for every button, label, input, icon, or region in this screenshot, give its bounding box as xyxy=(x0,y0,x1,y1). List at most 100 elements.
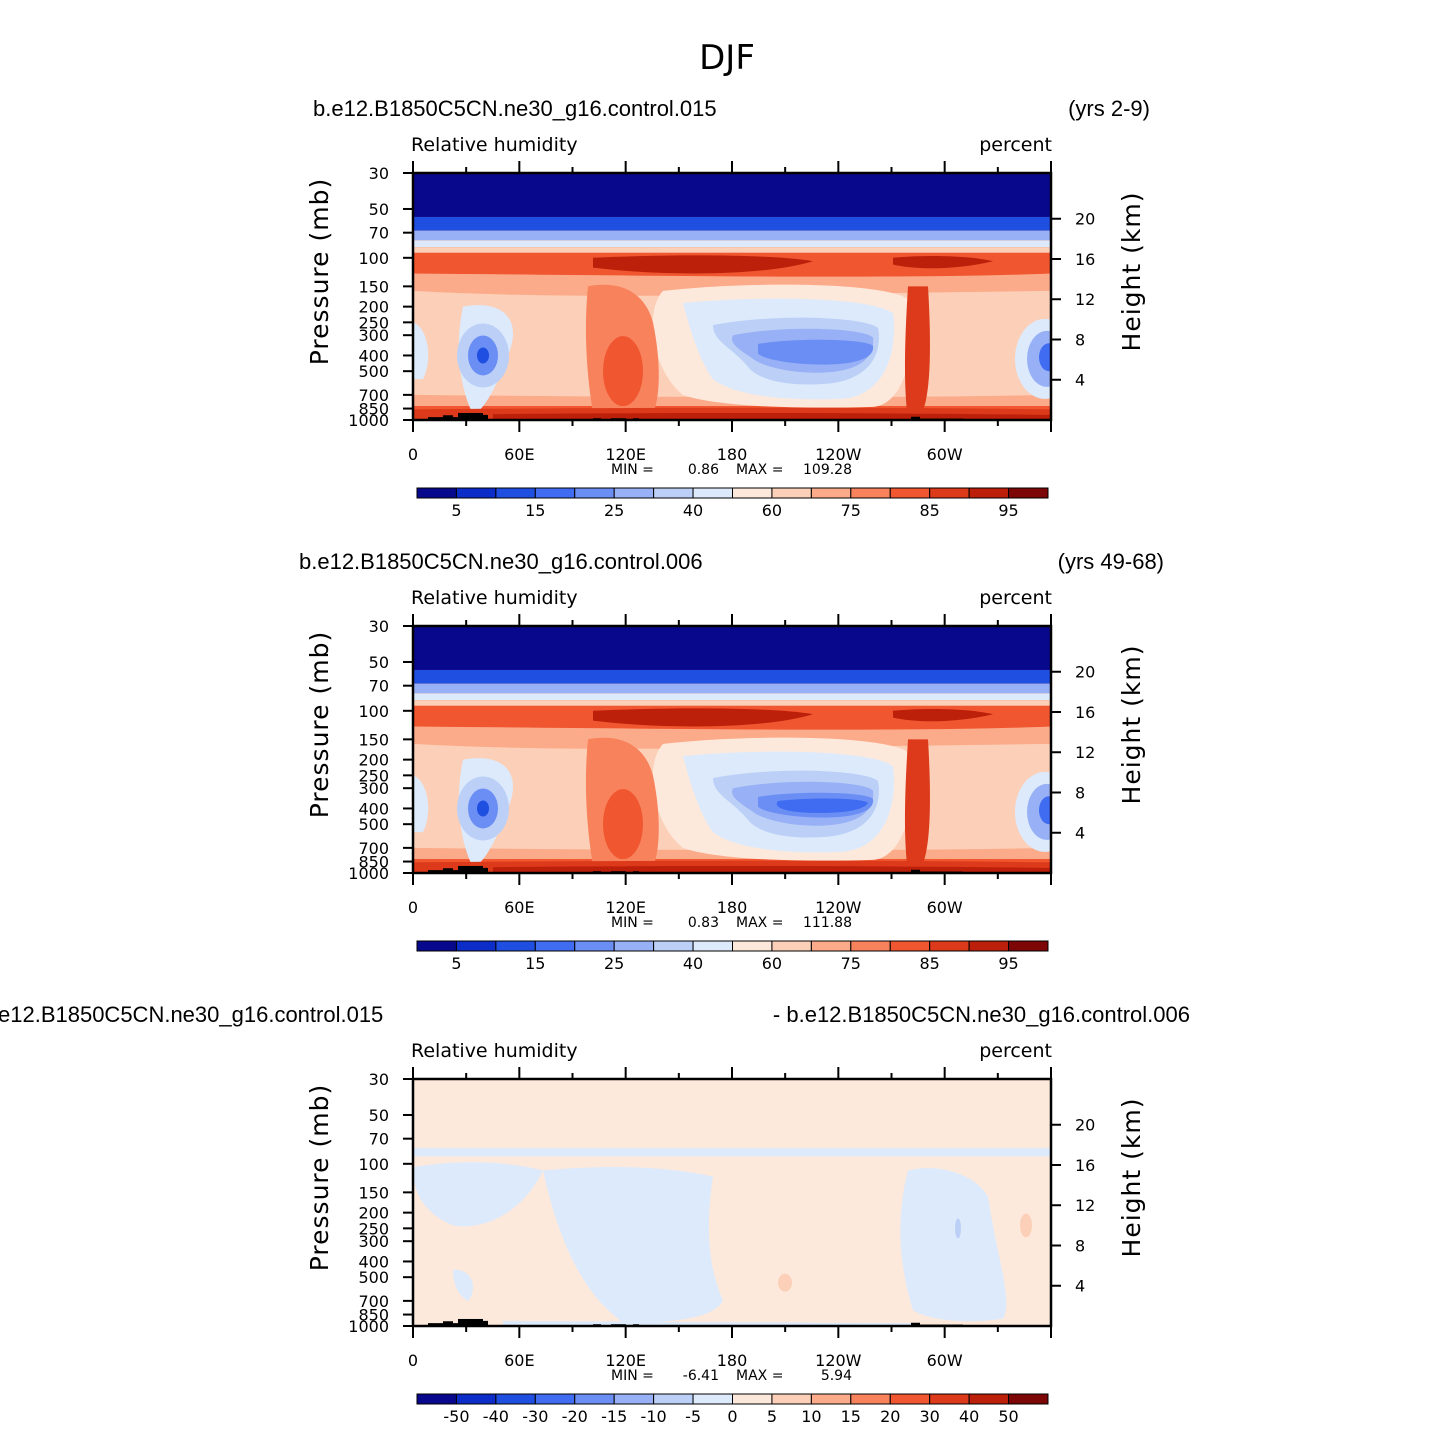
colorbar-label: 0 xyxy=(727,1407,737,1426)
colorbar-swatch xyxy=(416,487,457,499)
case-label-right: (yrs 49-68) xyxy=(1058,549,1164,574)
y-axis-label-right: Height (km) xyxy=(1117,192,1146,352)
colorbar-label: 60 xyxy=(762,501,782,520)
height-tick-label: 8 xyxy=(1075,783,1085,802)
lon-tick-label: 180 xyxy=(717,445,748,464)
pressure-tick-label: 70 xyxy=(369,677,389,696)
colorbar-label: -15 xyxy=(601,1407,627,1426)
units-label: percent xyxy=(979,134,1052,156)
pressure-tick-label: 500 xyxy=(358,362,389,381)
units-label: percent xyxy=(979,1040,1052,1062)
min-label: MIN = xyxy=(611,915,654,931)
height-tick-label: 8 xyxy=(1075,1236,1085,1255)
max-value: 111.88 xyxy=(803,915,852,931)
topography-mask xyxy=(443,1321,453,1326)
variable-label: Relative humidity xyxy=(411,134,578,156)
y-axis-label-left: Pressure (mb) xyxy=(305,631,334,818)
case-label-left: b.e12.B1850C5CN.ne30_g16.control.006 xyxy=(299,549,703,574)
colorbar-label: 40 xyxy=(683,501,703,520)
colorbar: -50 -40 -30 -20 -15 -10 -5 0 5 10 15 20 30 40 50 xyxy=(416,1393,1049,1426)
contour-fill xyxy=(1020,1213,1032,1238)
contour-fill xyxy=(955,1218,961,1239)
colorbar-swatch xyxy=(1008,940,1049,952)
colorbar-swatch xyxy=(929,940,970,952)
colorbar-label: 5 xyxy=(451,501,461,520)
lon-tick-label: 120W xyxy=(815,898,862,917)
pressure-tick-label: 50 xyxy=(369,653,389,672)
contour-fill xyxy=(413,700,1051,706)
colorbar-label: 40 xyxy=(959,1407,979,1426)
pressure-tick-label: 50 xyxy=(369,200,389,219)
figure-title: DJF xyxy=(699,38,755,78)
colorbar-label: 85 xyxy=(920,501,940,520)
colorbar-swatch xyxy=(968,940,1010,952)
pressure-tick-label: 1000 xyxy=(348,864,389,883)
case-label-right: (yrs 2-9) xyxy=(1068,96,1150,121)
max-label: MAX = xyxy=(736,915,783,931)
colorbar-swatch xyxy=(732,1393,773,1405)
topography-mask xyxy=(458,412,483,420)
contour-fill xyxy=(413,173,1051,217)
lon-tick-label: 120W xyxy=(815,1351,862,1370)
contour-fill xyxy=(900,1168,1007,1322)
topography-mask xyxy=(443,868,453,873)
y-axis-label-right: Height (km) xyxy=(1117,1098,1146,1258)
contour-fill xyxy=(413,683,1051,694)
contour-fill xyxy=(758,339,874,365)
colorbar-swatch xyxy=(613,940,655,952)
pressure-tick-label: 250 xyxy=(358,313,389,332)
topography-mask xyxy=(483,867,488,873)
height-tick-label: 16 xyxy=(1075,1156,1095,1175)
colorbar-swatch xyxy=(653,1393,694,1405)
contour-fill xyxy=(413,322,429,380)
min-value: 0.86 xyxy=(688,462,719,478)
colorbar-swatch xyxy=(850,487,891,499)
pressure-tick-label: 400 xyxy=(358,799,389,818)
lon-tick-label: 60E xyxy=(504,898,534,917)
y-axis-label-left: Pressure (mb) xyxy=(305,178,334,365)
colorbar-swatch xyxy=(613,1393,655,1405)
topography-mask xyxy=(443,415,453,420)
pressure-tick-label: 300 xyxy=(358,326,389,345)
variable-label: Relative humidity xyxy=(411,587,578,609)
colorbar-swatch xyxy=(692,1393,733,1405)
max-label: MAX = xyxy=(736,1368,783,1384)
pressure-tick-label: 200 xyxy=(358,1204,389,1223)
contour-fill xyxy=(413,216,1051,231)
colorbar-swatch xyxy=(534,487,576,499)
colorbar-swatch xyxy=(574,487,615,499)
contour-fill xyxy=(904,739,930,873)
colorbar-label: 15 xyxy=(525,501,545,520)
pressure-tick-label: 250 xyxy=(358,766,389,785)
colorbar-swatch xyxy=(771,940,812,952)
height-tick-label: 20 xyxy=(1075,663,1095,682)
colorbar-swatch xyxy=(968,487,1010,499)
lon-tick-label: 120E xyxy=(605,1351,646,1370)
colorbar-swatch xyxy=(929,1393,970,1405)
min-value: -6.41 xyxy=(683,1368,719,1384)
colorbar-label: 85 xyxy=(920,954,940,973)
colorbar-swatch xyxy=(574,940,615,952)
units-label: percent xyxy=(979,587,1052,609)
height-tick-label: 12 xyxy=(1075,1196,1095,1215)
contour-fill xyxy=(413,247,1051,253)
min-label: MIN = xyxy=(611,1368,654,1384)
colorbar-swatch xyxy=(889,487,931,499)
lon-tick-label: 60W xyxy=(927,445,963,464)
colorbar-label: 95 xyxy=(998,501,1018,520)
min-label: MIN = xyxy=(611,462,654,478)
pressure-tick-label: 200 xyxy=(358,298,389,317)
height-tick-label: 4 xyxy=(1075,371,1085,390)
colorbar-swatch xyxy=(574,1393,615,1405)
lon-tick-label: 120E xyxy=(605,445,646,464)
pressure-tick-label: 400 xyxy=(358,1252,389,1271)
contour-fill xyxy=(413,240,1051,248)
topography-mask xyxy=(483,414,488,420)
pressure-tick-label: 50 xyxy=(369,1106,389,1125)
contour-fill xyxy=(503,1320,913,1325)
min-value: 0.83 xyxy=(688,915,719,931)
colorbar-swatch xyxy=(495,940,536,952)
contour-field xyxy=(413,173,1051,420)
colorbar-label: 15 xyxy=(525,954,545,973)
